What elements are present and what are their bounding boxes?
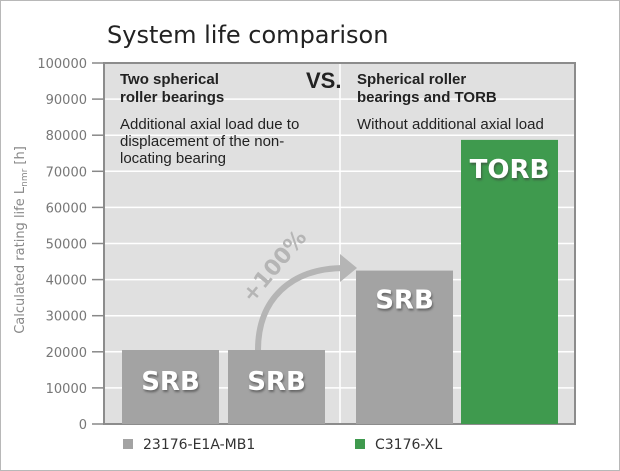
y-tick-label: 90000	[46, 93, 87, 108]
y-tick-label: 60000	[46, 201, 87, 216]
bar	[228, 349, 325, 424]
y-tick-label: 0	[79, 418, 87, 433]
bar	[356, 270, 453, 424]
vs-label: VS.	[306, 68, 341, 93]
bar	[122, 349, 219, 424]
bar-label: SRB	[375, 286, 434, 316]
y-tick-label: 50000	[46, 238, 87, 253]
bar	[461, 139, 558, 424]
y-tick-label: 100000	[37, 57, 87, 72]
right-description: Without additional axial load	[357, 116, 544, 133]
right-heading: Spherical roller	[357, 71, 466, 88]
y-tick-label: 10000	[46, 382, 87, 397]
y-tick-label: 30000	[46, 310, 87, 325]
y-tick-label: 70000	[46, 165, 87, 180]
legend-swatch	[355, 439, 365, 449]
bar-label: TORB	[470, 155, 550, 185]
increase-arrowhead	[340, 254, 357, 282]
left-description: locating bearing	[120, 150, 226, 167]
left-heading: Two spherical	[120, 71, 219, 88]
y-tick-label: 20000	[46, 346, 87, 361]
y-tick-label: 80000	[46, 129, 87, 144]
legend-label: C3176-XL	[375, 437, 442, 453]
legend-swatch	[123, 439, 133, 449]
chart-title: System life comparison	[107, 21, 388, 49]
y-tick-label: 40000	[46, 274, 87, 289]
left-heading: roller bearings	[120, 89, 224, 106]
legend-label: 23176-E1A-MB1	[143, 437, 255, 453]
increase-arrow	[255, 265, 346, 351]
left-description: Additional axial load due to	[120, 116, 299, 133]
bar-label: SRB	[247, 367, 306, 397]
left-description: displacement of the non-	[120, 133, 284, 150]
bar-label: SRB	[141, 367, 200, 397]
y-axis-label: Calculated rating life Lnmr [h]	[13, 146, 30, 334]
right-heading: bearings and TORB	[357, 89, 497, 106]
